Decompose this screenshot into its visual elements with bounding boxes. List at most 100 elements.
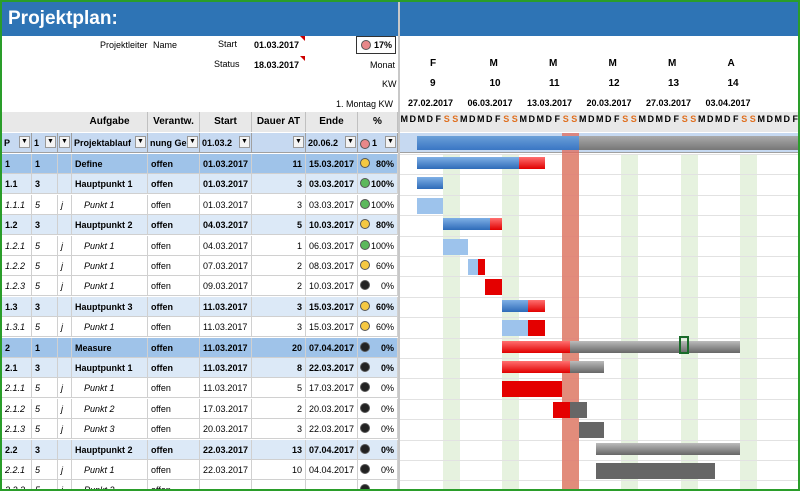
cell-j[interactable]: j (58, 235, 72, 256)
cell-start[interactable]: 22.03.2017 (200, 460, 252, 480)
cell-pct[interactable]: 0% (358, 337, 398, 358)
cell-id[interactable]: 2.2 (2, 439, 32, 460)
cell-end[interactable]: 10.03.2017 (306, 215, 358, 236)
dropdown-arrow-icon[interactable]: ▼ (135, 136, 146, 148)
col-header-aufgabe[interactable]: Aufgabe (72, 112, 148, 132)
cell-start[interactable]: 11.03.2017 (200, 296, 252, 317)
dropdown-arrow-icon[interactable]: ▼ (239, 136, 250, 148)
cell-name[interactable]: Punkt 1 (72, 317, 148, 338)
cell-pct[interactable]: 100% (358, 174, 398, 195)
cell-j[interactable]: j (58, 276, 72, 297)
cell-name[interactable]: Hauptpunkt 3 (72, 296, 148, 317)
cell-start[interactable]: 17.03.2017 (200, 398, 252, 419)
gantt-bar-overdue[interactable] (519, 157, 545, 169)
cell-dur[interactable]: 3 (252, 174, 306, 195)
cell-end[interactable]: 22.03.2017 (306, 358, 358, 378)
cell-lvl[interactable]: 5 (32, 419, 58, 440)
cell-j[interactable] (58, 215, 72, 236)
cell-end[interactable]: 20.03.2017 (306, 398, 358, 419)
gantt-bar-done[interactable] (417, 177, 443, 190)
filter-p[interactable]: P ▼ (2, 133, 32, 153)
cell-j[interactable]: j (58, 419, 72, 440)
col-header-dauer[interactable]: Dauer AT (252, 112, 306, 132)
gantt-bar-planned[interactable] (595, 463, 715, 479)
cell-name[interactable]: Hauptpunkt 2 (72, 215, 148, 236)
cell-who[interactable]: offen (148, 398, 200, 419)
cell-id[interactable]: 1.2.2 (2, 256, 32, 276)
cell-start[interactable]: 11.03.2017 (200, 378, 252, 399)
cell-dur[interactable]: 2 (252, 276, 306, 297)
gantt-bar-done[interactable] (442, 218, 491, 231)
gantt-bar-overdue[interactable] (502, 381, 562, 398)
cell-end[interactable]: 15.03.2017 (306, 154, 358, 174)
gantt-bar-overdue[interactable] (502, 340, 570, 353)
cell-start[interactable]: 09.03.2017 (200, 276, 252, 297)
dropdown-arrow-icon[interactable]: ▼ (345, 136, 356, 148)
cell-dur[interactable]: 3 (252, 194, 306, 215)
cell-dur[interactable]: 8 (252, 358, 306, 378)
cell-lvl[interactable]: 5 (32, 378, 58, 399)
col-header-ende[interactable]: Ende (306, 112, 358, 132)
gantt-bar-overdue[interactable] (490, 218, 502, 231)
cell-who[interactable]: offen (148, 256, 200, 276)
cell-start[interactable]: 11.03.2017 (200, 337, 252, 358)
cell-lvl[interactable]: 3 (32, 296, 58, 317)
cell-j[interactable]: j (58, 460, 72, 480)
cell-name[interactable]: Punkt 2 (72, 480, 148, 489)
cell-start[interactable]: 01.03.2017 (200, 174, 252, 195)
gantt-bar-planned[interactable] (570, 361, 604, 373)
filter-level[interactable]: 1 ▼ (32, 133, 58, 153)
selected-cell-cursor[interactable] (679, 336, 689, 354)
cell-id[interactable]: 2.1.1 (2, 378, 32, 399)
dropdown-arrow-icon[interactable]: ▼ (19, 136, 30, 148)
cell-name[interactable]: Punkt 1 (72, 235, 148, 256)
cell-start[interactable]: 01.03.2017 (200, 194, 252, 215)
cell-who[interactable]: offen (148, 296, 200, 317)
col-header-start[interactable]: Start (200, 112, 252, 132)
cell-j[interactable] (58, 337, 72, 358)
cell-dur[interactable]: 2 (252, 398, 306, 419)
cell-id[interactable]: 1.3.1 (2, 317, 32, 338)
filter-j[interactable]: ▼ (58, 133, 72, 153)
cell-name[interactable]: Punkt 2 (72, 398, 148, 419)
cell-id[interactable]: 2.1.2 (2, 398, 32, 419)
cell-dur[interactable]: 20 (252, 337, 306, 358)
cell-j[interactable]: j (58, 480, 72, 489)
cell-who[interactable]: offen (148, 154, 200, 174)
cell-start[interactable]: 04.03.2017 (200, 235, 252, 256)
cell-end[interactable]: 15.03.2017 (306, 296, 358, 317)
cell-name[interactable]: Hauptpunkt 2 (72, 439, 148, 460)
cell-lvl[interactable]: 5 (32, 460, 58, 480)
cell-lvl[interactable]: 5 (32, 317, 58, 338)
filter-start[interactable]: 01.03.2 ▼ (200, 133, 252, 153)
cell-end[interactable]: 07.04.2017 (306, 439, 358, 460)
cell-name[interactable]: Punkt 1 (72, 256, 148, 276)
filter-aufgabe[interactable]: Projektablauf ▼ (72, 133, 148, 153)
cell-start[interactable]: 22.03.2017 (200, 439, 252, 460)
cell-dur[interactable]: 5 (252, 378, 306, 399)
cell-lvl[interactable]: 5 (32, 480, 58, 489)
cell-j[interactable]: j (58, 194, 72, 215)
cell-dur[interactable]: 3 (252, 296, 306, 317)
gantt-bar-overdue[interactable] (553, 401, 570, 418)
cell-who[interactable]: offen (148, 358, 200, 378)
cell-id[interactable]: 1.2 (2, 215, 32, 236)
cell-end[interactable]: 03.03.2017 (306, 194, 358, 215)
cell-dur[interactable]: 10 (252, 460, 306, 480)
cell-pct[interactable]: 0% (358, 419, 398, 440)
cell-lvl[interactable]: 3 (32, 358, 58, 378)
cell-who[interactable]: offen (148, 419, 200, 440)
start-date-field[interactable]: 01.03.2017 (254, 40, 300, 50)
filter-verantw[interactable]: nung Ge ▼ (148, 133, 200, 153)
cell-name[interactable]: Punkt 1 (72, 378, 148, 399)
cell-who[interactable]: offen (148, 215, 200, 236)
cell-j[interactable]: j (58, 256, 72, 276)
gantt-bar-done[interactable] (442, 238, 468, 255)
cell-who[interactable]: offen (148, 194, 200, 215)
cell-name[interactable]: Define (72, 154, 148, 174)
cell-dur[interactable]: 13 (252, 439, 306, 460)
cell-lvl[interactable]: 1 (32, 154, 58, 174)
cell-start[interactable]: 04.03.2017 (200, 215, 252, 236)
cell-id[interactable]: 2.1.3 (2, 419, 32, 440)
cell-id[interactable]: 1.2.1 (2, 235, 32, 256)
